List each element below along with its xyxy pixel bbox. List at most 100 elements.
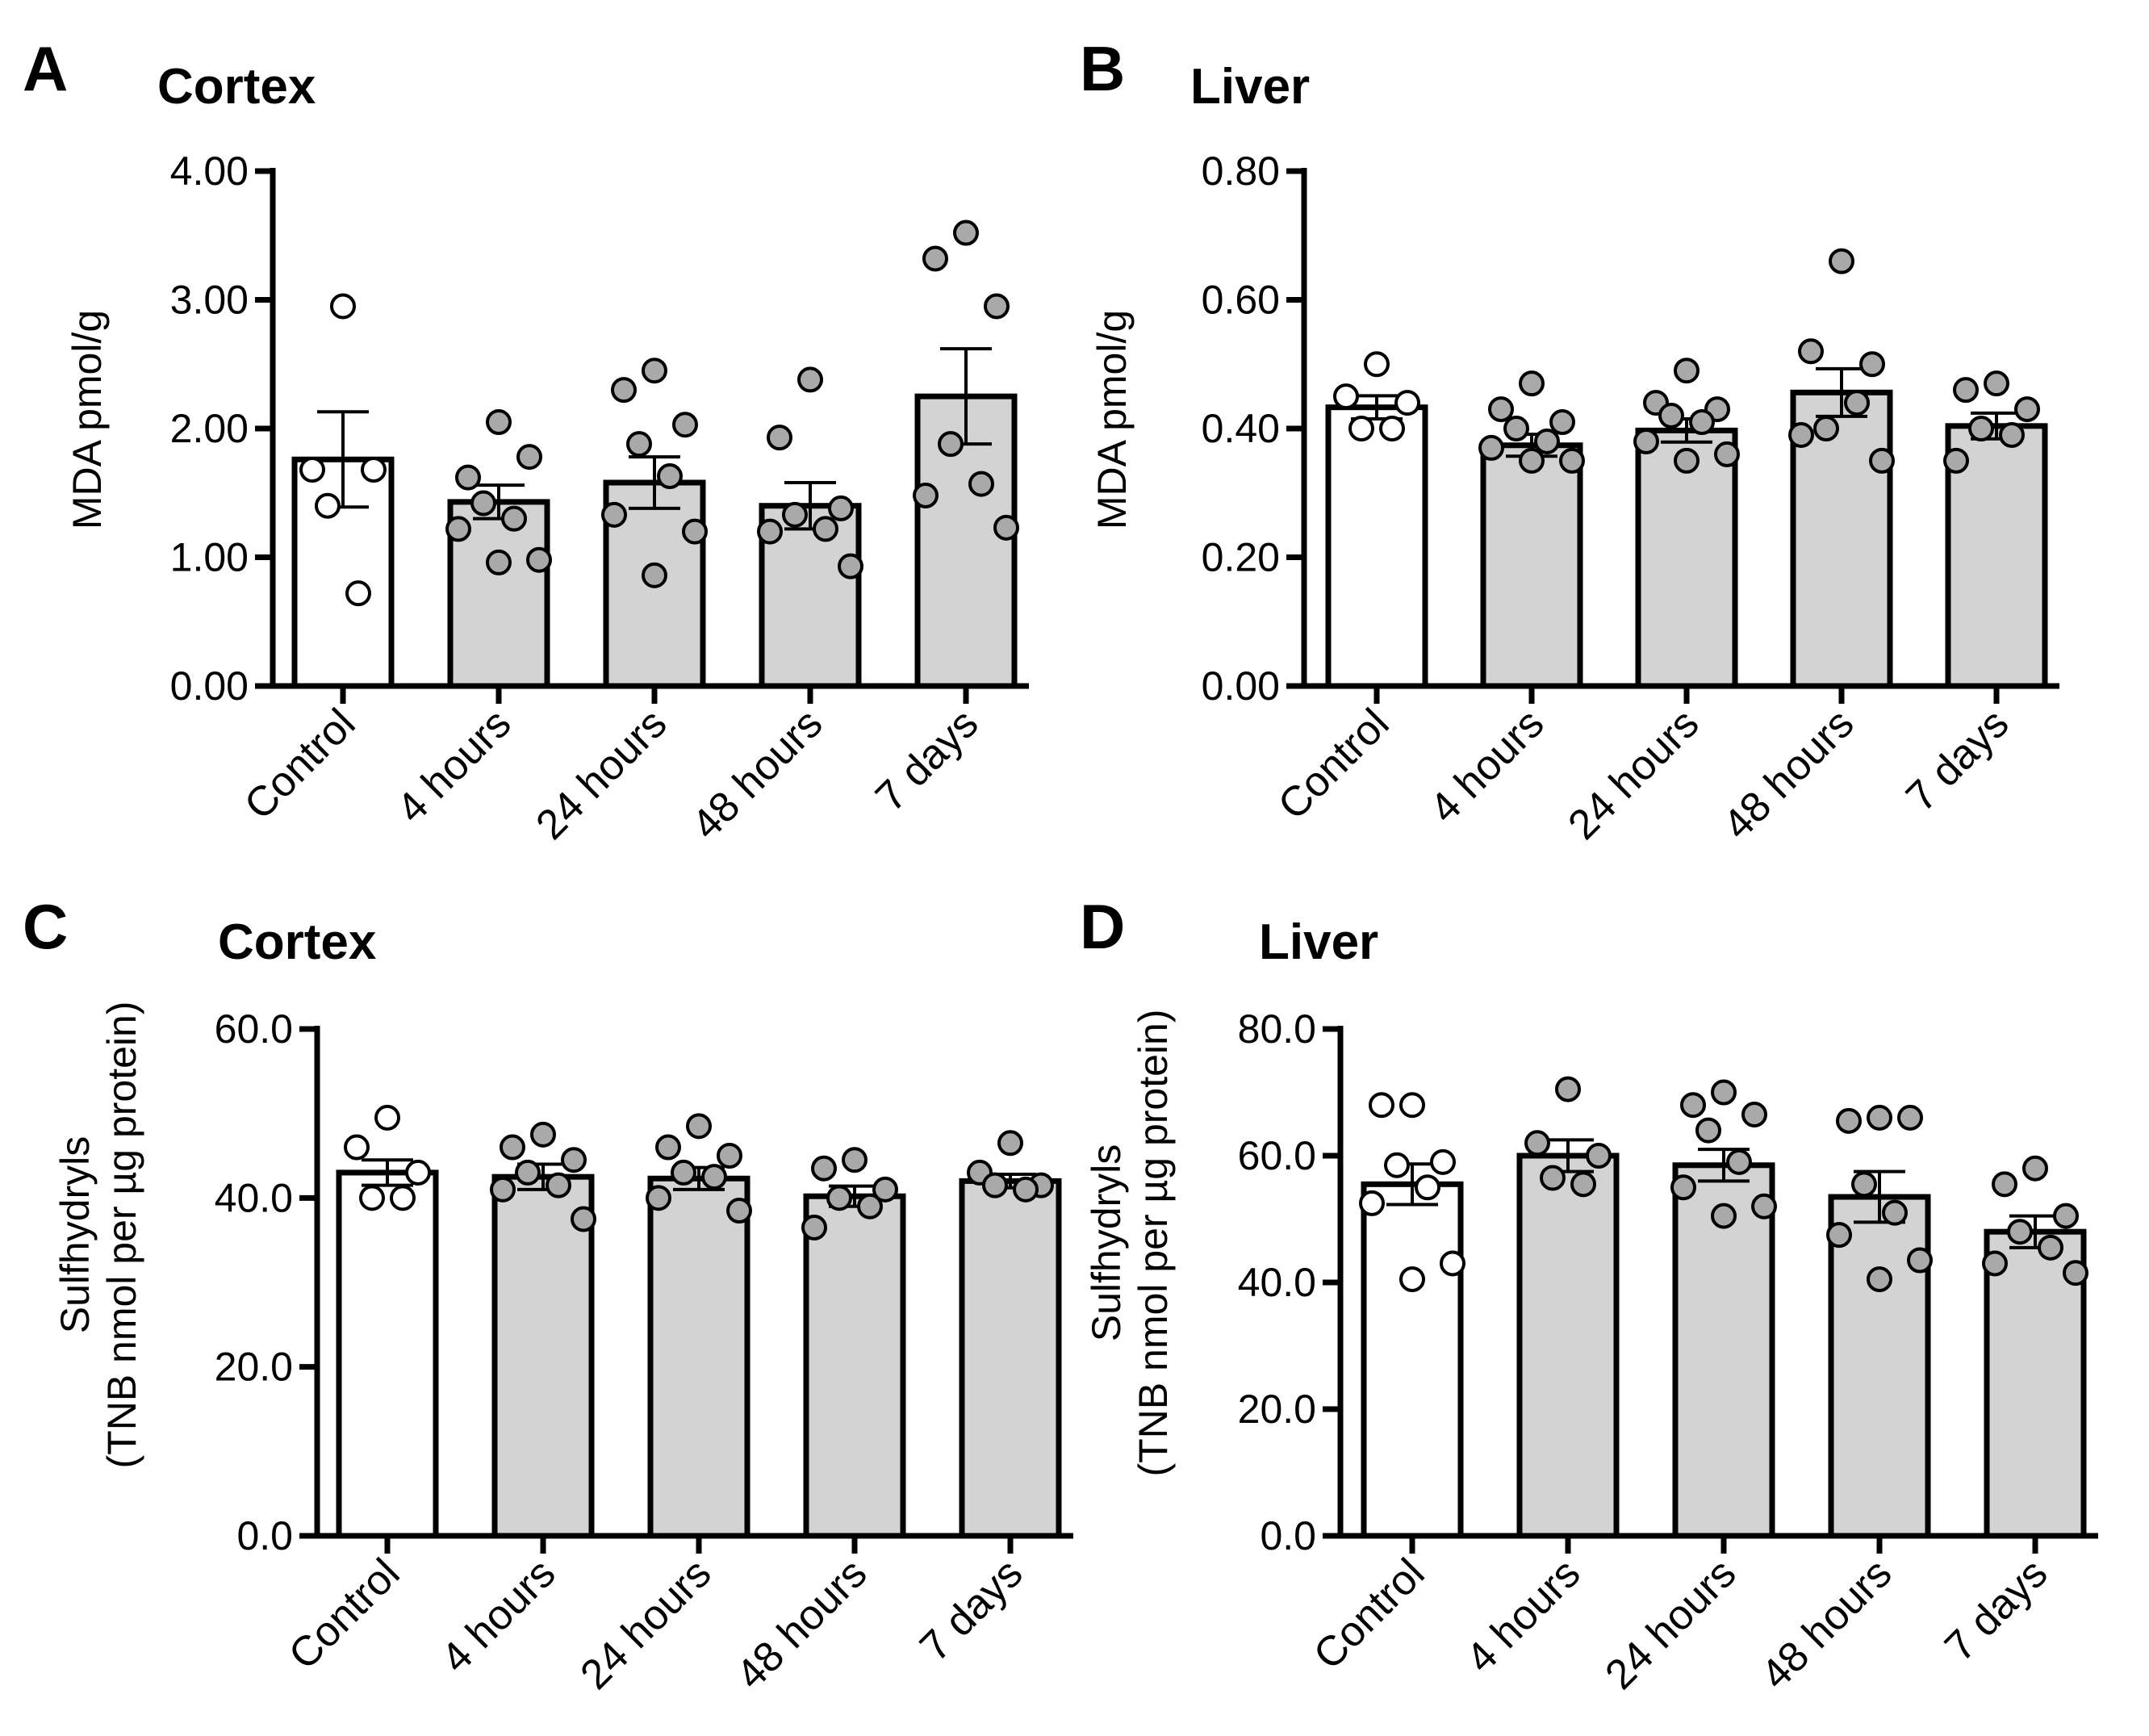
data-point bbox=[490, 1176, 516, 1203]
data-point bbox=[455, 464, 481, 491]
y-tick-label: 40.0 bbox=[1238, 1260, 1316, 1305]
y-axis-label: MDA pmol/g bbox=[1089, 310, 1135, 529]
data-point bbox=[828, 495, 854, 521]
data-point bbox=[1953, 377, 1979, 404]
x-category-label: 4 hours bbox=[388, 700, 521, 832]
data-point bbox=[1540, 1165, 1566, 1191]
data-point bbox=[1711, 1203, 1737, 1229]
data-point bbox=[682, 518, 708, 545]
data-point bbox=[953, 220, 979, 246]
data-point bbox=[811, 1155, 837, 1182]
data-point bbox=[1851, 1171, 1877, 1198]
data-point bbox=[1982, 1250, 2008, 1277]
data-point bbox=[1798, 338, 1824, 365]
bar bbox=[1480, 442, 1583, 689]
data-point bbox=[1670, 1174, 1696, 1201]
data-point bbox=[1674, 447, 1700, 474]
data-point bbox=[757, 518, 783, 545]
y-tick-label: 0.60 bbox=[1202, 278, 1280, 323]
panel-letter-b: B bbox=[1080, 33, 1125, 104]
data-point bbox=[1633, 428, 1659, 454]
x-category-label: 48 hours bbox=[1752, 1550, 1900, 1698]
data-point bbox=[374, 1104, 400, 1131]
x-category-label: 48 hours bbox=[1714, 700, 1863, 848]
y-tick-label: 4.00 bbox=[170, 149, 249, 194]
bar bbox=[647, 1175, 750, 1539]
data-point bbox=[1943, 447, 1969, 474]
data-point bbox=[1984, 370, 2009, 397]
x-category-label: 24 hours bbox=[571, 1550, 720, 1698]
data-point bbox=[359, 1185, 385, 1211]
data-point bbox=[838, 553, 863, 579]
data-point bbox=[1829, 248, 1854, 274]
data-point bbox=[642, 562, 667, 588]
y-axis-label: Sulfhydryls bbox=[1084, 1144, 1129, 1342]
data-point bbox=[1689, 409, 1715, 436]
data-point bbox=[726, 1198, 752, 1224]
data-point bbox=[1440, 1250, 1465, 1277]
data-point bbox=[1524, 1130, 1550, 1157]
y-tick-label: 40.0 bbox=[215, 1175, 293, 1220]
panel-c: C Cortex 0.0 20.0 40.0 60.0 Control 4 hours 24… bbox=[23, 891, 1073, 1699]
data-point bbox=[361, 457, 387, 483]
data-point bbox=[671, 1159, 696, 1186]
data-point bbox=[500, 1134, 525, 1161]
data-point bbox=[1674, 358, 1700, 384]
data-point bbox=[1844, 390, 1870, 416]
data-point bbox=[1503, 416, 1529, 441]
data-point bbox=[501, 505, 527, 532]
x-category-label: 7 days bbox=[1897, 700, 2017, 820]
data-point bbox=[561, 1147, 587, 1173]
data-point bbox=[968, 471, 994, 497]
data-point bbox=[486, 409, 512, 436]
data-point bbox=[1488, 396, 1514, 423]
data-point bbox=[657, 463, 683, 490]
data-point bbox=[997, 1130, 1023, 1157]
panel-d: D Liver 0.0 20.0 40.0 60.0 80.0 Control 4 hour… bbox=[1080, 891, 2098, 1699]
data-point bbox=[1859, 351, 1885, 378]
data-point bbox=[1711, 1079, 1737, 1106]
data-point bbox=[1999, 421, 2025, 448]
data-point bbox=[826, 1185, 852, 1211]
y-tick-label: 0.80 bbox=[1202, 149, 1280, 194]
data-point bbox=[1379, 416, 1405, 441]
data-point bbox=[813, 516, 838, 542]
data-point bbox=[1415, 1174, 1440, 1201]
data-point bbox=[782, 501, 808, 528]
x-category-label: 4 hours bbox=[433, 1550, 565, 1682]
data-point bbox=[1348, 416, 1374, 441]
data-point bbox=[672, 412, 698, 438]
x-category-label: Control bbox=[280, 1550, 409, 1679]
panel-a: A Cortex 0.00 1.00 2.00 3.00 4.00 Control 4 ho… bbox=[23, 33, 1029, 849]
data-point bbox=[993, 514, 1019, 541]
data-point bbox=[515, 1159, 541, 1186]
x-category-label: 4 hours bbox=[1457, 1550, 1590, 1682]
data-point bbox=[655, 1134, 681, 1161]
data-point bbox=[1907, 1247, 1933, 1274]
data-point bbox=[701, 1164, 727, 1190]
x-category-label: Control bbox=[1305, 1550, 1434, 1679]
data-point bbox=[1867, 1104, 1892, 1131]
panel-letter-a: A bbox=[23, 33, 68, 104]
data-point bbox=[1726, 1148, 1752, 1175]
data-point bbox=[330, 293, 356, 320]
data-point bbox=[801, 1214, 827, 1240]
data-point bbox=[601, 501, 627, 528]
data-point bbox=[1882, 1199, 1908, 1226]
data-point bbox=[530, 1121, 556, 1148]
x-category-label: 24 hours bbox=[1596, 1550, 1745, 1698]
y-tick-label: 0.40 bbox=[1202, 406, 1280, 451]
panel-title-d: Liver bbox=[1259, 914, 1378, 970]
y-tick-label: 0.20 bbox=[1202, 535, 1280, 580]
y-tick-label: 80.0 bbox=[1238, 1006, 1316, 1052]
data-point bbox=[1549, 409, 1575, 436]
data-point bbox=[872, 1176, 898, 1203]
data-point bbox=[611, 377, 637, 404]
data-point bbox=[842, 1147, 868, 1173]
data-point bbox=[646, 1185, 671, 1211]
bar bbox=[1516, 1152, 1620, 1539]
x-category-label: 24 hours bbox=[527, 700, 675, 848]
data-point bbox=[1680, 1092, 1706, 1119]
data-point bbox=[1399, 1266, 1425, 1293]
